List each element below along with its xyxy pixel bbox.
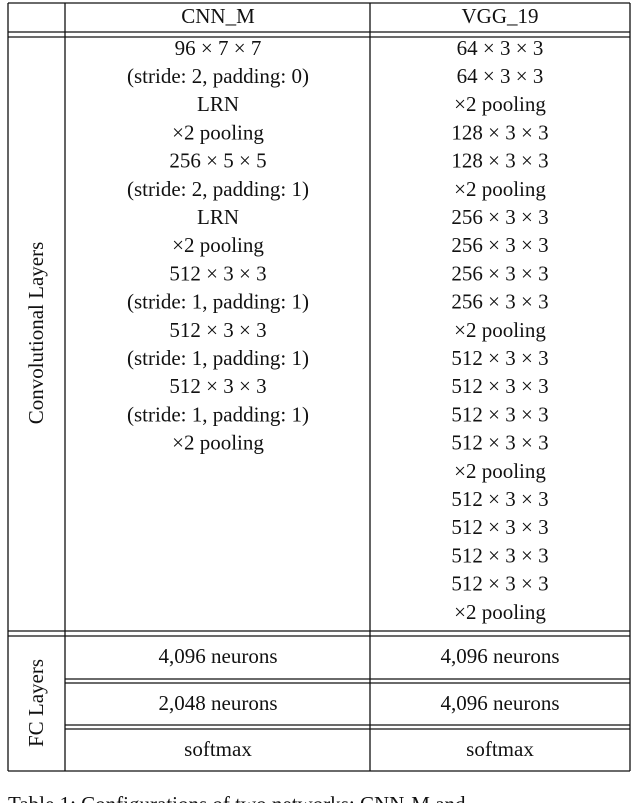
fc-cell: softmax <box>184 737 252 761</box>
conv-cell: 512 × 3 × 3 <box>451 431 548 455</box>
conv-cell: ×2 pooling <box>454 459 546 483</box>
conv-cell: 512 × 3 × 3 <box>451 346 548 370</box>
conv-cell: 512 × 3 × 3 <box>451 543 548 567</box>
conv-cell: (stride: 1, padding: 1) <box>127 402 309 426</box>
fc-cell: softmax <box>466 737 534 761</box>
conv-cell: 256 × 3 × 3 <box>451 290 548 314</box>
fc-cell: 4,096 neurons <box>441 644 560 668</box>
fc-cell: 4,096 neurons <box>441 691 560 715</box>
conv-cell: 512 × 3 × 3 <box>169 374 266 398</box>
conv-cell: LRN <box>197 205 239 229</box>
conv-cell: ×2 pooling <box>172 431 264 455</box>
conv-cell: (stride: 1, padding: 1) <box>127 346 309 370</box>
conv-cell: ×2 pooling <box>454 318 546 342</box>
fc-cell: 4,096 neurons <box>159 644 278 668</box>
conv-cell: 512 × 3 × 3 <box>451 515 548 539</box>
conv-cell: 256 × 5 × 5 <box>169 149 266 173</box>
conv-cell: 256 × 3 × 3 <box>451 233 548 257</box>
conv-cell: 128 × 3 × 3 <box>451 149 548 173</box>
conv-cell: ×2 pooling <box>172 120 264 144</box>
section-label: FC Layers <box>24 659 48 747</box>
conv-cell: 96 × 7 × 7 <box>175 36 262 60</box>
conv-cell: 512 × 3 × 3 <box>169 318 266 342</box>
caption: Table 1: Configurations of two networks:… <box>8 792 466 803</box>
conv-cell: ×2 pooling <box>454 177 546 201</box>
conv-cell: ×2 pooling <box>454 600 546 624</box>
fc-cell: 2,048 neurons <box>159 691 278 715</box>
conv-cell: (stride: 2, padding: 0) <box>127 64 309 88</box>
conv-cell: LRN <box>197 92 239 116</box>
conv-cell: 512 × 3 × 3 <box>451 487 548 511</box>
conv-cell: 256 × 3 × 3 <box>451 261 548 285</box>
conv-cell: (stride: 1, padding: 1) <box>127 290 309 314</box>
conv-cell: ×2 pooling <box>454 92 546 116</box>
conv-cell: 512 × 3 × 3 <box>451 402 548 426</box>
header-cell: CNN_M <box>181 4 255 28</box>
conv-cell: 128 × 3 × 3 <box>451 120 548 144</box>
conv-cell: 64 × 3 × 3 <box>457 36 544 60</box>
conv-cell: 64 × 3 × 3 <box>457 64 544 88</box>
conv-cell: 512 × 3 × 3 <box>169 261 266 285</box>
table-rules <box>7 2 631 772</box>
header-cell: VGG_19 <box>462 4 539 28</box>
conv-cell: 512 × 3 × 3 <box>451 374 548 398</box>
conv-cell: (stride: 2, padding: 1) <box>127 177 309 201</box>
conv-cell: 256 × 3 × 3 <box>451 205 548 229</box>
conv-cell: 512 × 3 × 3 <box>451 572 548 596</box>
section-label: Convolutional Layers <box>24 242 48 425</box>
conv-cell: ×2 pooling <box>172 233 264 257</box>
